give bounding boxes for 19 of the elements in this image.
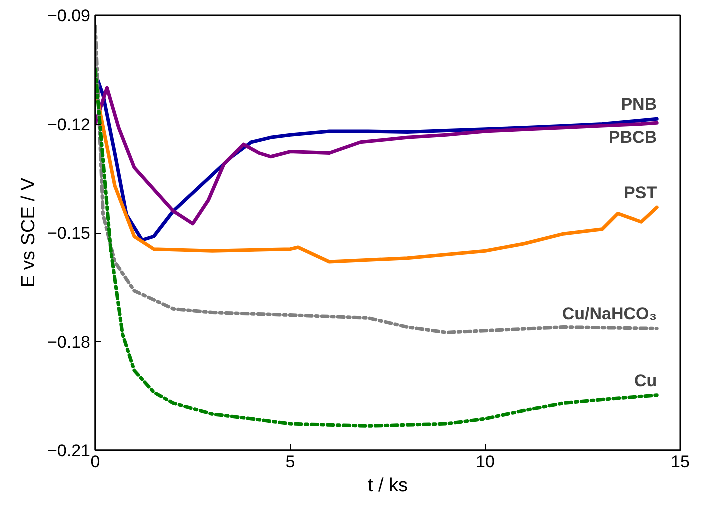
series-label: Cu: [634, 371, 658, 390]
series-label: PST: [624, 184, 658, 203]
x-axis-title: t / ks: [368, 476, 408, 496]
x-tick-label: 10: [476, 452, 495, 472]
series-label: PBCB: [608, 128, 658, 148]
y-tick-label: −0.15: [47, 224, 90, 243]
y-axis-title: E vs SCE / V: [18, 178, 40, 288]
x-tick-label: 15: [671, 452, 690, 472]
y-tick-label: −0.18: [47, 332, 90, 352]
line-series: [96, 24, 659, 334]
x-tick-label: 5: [286, 452, 296, 472]
series-label: Cu/NaHCO₃: [562, 304, 658, 324]
line-series: [96, 86, 659, 226]
line-series: [96, 68, 659, 428]
x-tick-label: 0: [90, 452, 100, 472]
y-tick-label: −0.21: [47, 442, 90, 460]
y-tick-label: −0.09: [47, 6, 90, 26]
y-tick-label: −0.12: [47, 115, 90, 134]
series-label: PNB: [621, 95, 658, 114]
